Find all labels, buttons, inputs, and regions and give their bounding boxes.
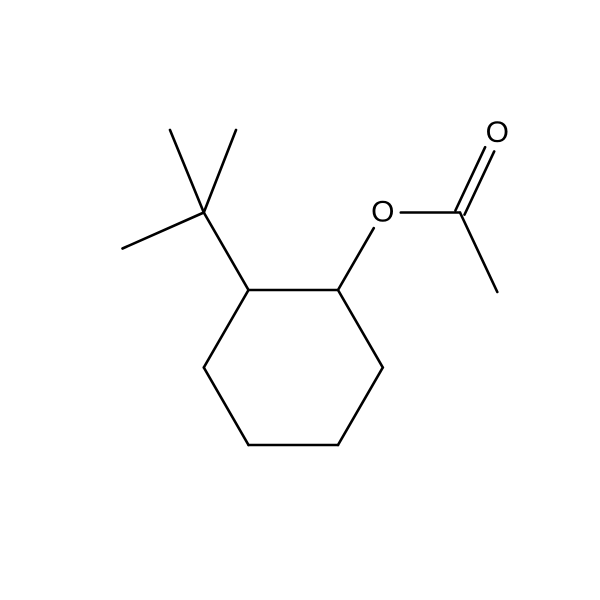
bond <box>204 368 249 446</box>
bond <box>338 290 383 368</box>
bond <box>204 290 249 368</box>
bond <box>123 213 204 249</box>
bond <box>338 368 383 446</box>
bond <box>338 228 374 290</box>
bond <box>204 213 249 291</box>
bond <box>460 213 497 293</box>
atom-label: O <box>371 195 394 228</box>
bond <box>204 130 236 213</box>
bond <box>170 130 204 213</box>
atom-label: O <box>486 116 509 149</box>
molecular-structure-diagram: OO <box>0 0 600 600</box>
